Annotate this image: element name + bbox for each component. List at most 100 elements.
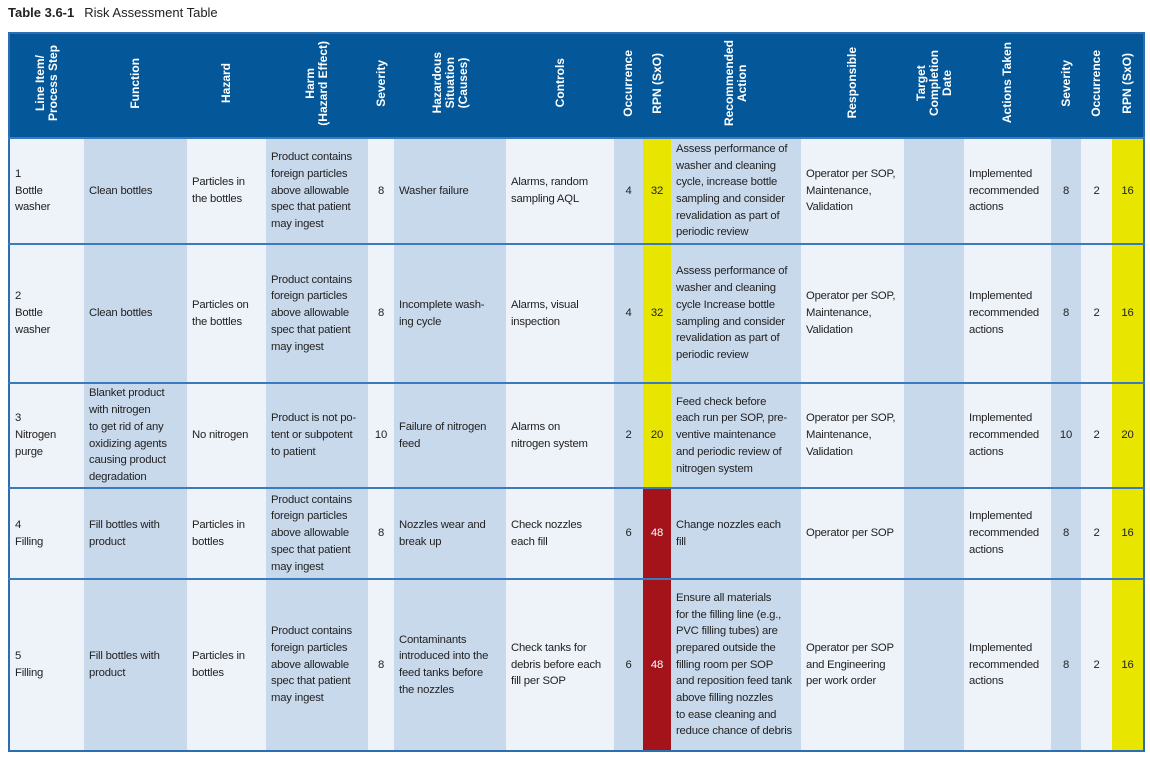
column-header-severity-after: Severity	[1051, 33, 1081, 138]
cell-recommended-action: Ensure all materials for the filling lin…	[671, 578, 801, 751]
cell-target-completion-date	[904, 382, 964, 488]
cell-controls: Alarms, visual inspection	[506, 243, 614, 383]
cell-hazard: No nitrogen	[187, 382, 266, 488]
cell-harm: Product contains foreign particles above…	[266, 487, 368, 579]
column-header-label: Target Completion Date	[913, 50, 954, 116]
cell-target-completion-date	[904, 578, 964, 751]
cell-occurrence: 4	[614, 137, 643, 244]
cell-recommended-action: Feed check before each run per SOP, pre-…	[671, 382, 801, 488]
cell-rpn: 48	[643, 578, 671, 751]
column-header-label: Responsible	[845, 47, 859, 119]
cell-responsible: Operator per SOP, Maintenance, Validatio…	[801, 382, 904, 488]
column-header-responsible: Responsible	[801, 33, 904, 138]
cell-responsible: Operator per SOP and Engineering per wor…	[801, 578, 904, 751]
table-row: 4 Filling Fill bottles with product Partic…	[9, 487, 1144, 579]
column-header-target-completion-date: Target Completion Date	[904, 33, 964, 138]
cell-occurrence: 6	[614, 487, 643, 579]
column-header-severity: Severity	[368, 33, 394, 138]
cell-controls: Check nozzles each fill	[506, 487, 614, 579]
column-header-recommended-action: Recommended Action	[671, 33, 801, 138]
cell-rpn: 32	[643, 243, 671, 383]
cell-severity-after: 8	[1051, 578, 1081, 751]
cell-responsible: Operator per SOP	[801, 487, 904, 579]
cell-severity-after: 8	[1051, 243, 1081, 383]
column-header-actions-taken: Actions Taken	[964, 33, 1051, 138]
cell-actions-taken: Implemented recommended actions	[964, 382, 1051, 488]
cell-actions-taken: Implemented recommended actions	[964, 578, 1051, 751]
cell-occurrence: 6	[614, 578, 643, 751]
table-title: Risk Assessment Table	[84, 5, 218, 20]
column-header-label: Controls	[552, 58, 567, 108]
cell-actions-taken: Implemented recommended actions	[964, 487, 1051, 579]
cell-controls: Check tanks for debris before each fill …	[506, 578, 614, 751]
cell-occurrence-after: 2	[1081, 578, 1112, 751]
column-header-label: Function	[128, 57, 142, 109]
table-row: 3 Nitrogen purge Blanket product with nit…	[9, 382, 1144, 488]
table-row: 5 Filling Fill bottles with product Partic…	[9, 578, 1144, 751]
cell-harm: Product contains foreign particles above…	[266, 243, 368, 383]
cell-rpn: 20	[643, 382, 671, 488]
cell-hazardous-situation: Nozzles wear and break up	[394, 487, 506, 579]
column-header-harm: Harm (Hazard Effect)	[266, 33, 368, 138]
column-header-function: Function	[84, 33, 187, 138]
cell-hazardous-situation: Washer failure	[394, 137, 506, 244]
cell-controls: Alarms, random sampling AQL	[506, 137, 614, 244]
cell-function: Fill bottles with product	[84, 487, 187, 579]
column-header-label: Occurrence	[1089, 49, 1103, 117]
cell-target-completion-date	[904, 243, 964, 383]
column-header-controls: Controls	[506, 33, 614, 138]
cell-line-item: 5 Filling	[9, 578, 84, 751]
cell-harm: Product is not po- tent or subpotent to …	[266, 382, 368, 488]
cell-function: Fill bottles with product	[84, 578, 187, 751]
cell-rpn-after: 20	[1112, 382, 1144, 488]
column-header-label: Recommended Action	[722, 39, 749, 127]
cell-target-completion-date	[904, 487, 964, 579]
column-header-label: Severity	[373, 59, 388, 107]
cell-function: Clean bottles	[84, 243, 187, 383]
risk-assessment-table: Line Item/ Process Step Function Hazard Har…	[8, 32, 1145, 752]
cell-actions-taken: Implemented recommended actions	[964, 243, 1051, 383]
cell-line-item: 3 Nitrogen purge	[9, 382, 84, 488]
cell-hazardous-situation: Contaminants introduced into the feed ta…	[394, 578, 506, 751]
cell-target-completion-date	[904, 137, 964, 244]
table-number: Table 3.6-1	[8, 5, 75, 20]
column-header-label: Occurrence	[621, 49, 635, 117]
column-header-label: Hazardous Situation (Causes)	[429, 52, 470, 114]
cell-severity-after: 10	[1051, 382, 1081, 488]
cell-harm: Product contains foreign particles above…	[266, 578, 368, 751]
cell-line-item: 4 Filling	[9, 487, 84, 579]
cell-hazard: Particles in bottles	[187, 578, 266, 751]
cell-rpn-after: 16	[1112, 578, 1144, 751]
cell-severity: 8	[368, 578, 394, 751]
cell-rpn-after: 16	[1112, 487, 1144, 579]
column-header-rpn: RPN (SxO)	[643, 33, 671, 138]
cell-responsible: Operator per SOP, Maintenance, Validatio…	[801, 243, 904, 383]
cell-function: Clean bottles	[84, 137, 187, 244]
cell-rpn: 32	[643, 137, 671, 244]
cell-severity-after: 8	[1051, 487, 1081, 579]
cell-rpn-after: 16	[1112, 243, 1144, 383]
cell-severity: 8	[368, 137, 394, 244]
cell-occurrence-after: 2	[1081, 487, 1112, 579]
cell-hazardous-situation: Failure of nitrogen feed	[394, 382, 506, 488]
column-header-rpn-after: RPN (SxO)	[1112, 33, 1144, 138]
column-header-label: Actions Taken	[1000, 42, 1014, 124]
column-header-label: Hazard	[219, 62, 233, 103]
header-row: Line Item/ Process Step Function Hazard Har…	[9, 33, 1144, 138]
cell-hazard: Particles in bottles	[187, 487, 266, 579]
cell-function: Blanket product with nitrogen to get rid…	[84, 382, 187, 488]
column-header-hazard: Hazard	[187, 33, 266, 138]
cell-occurrence-after: 2	[1081, 137, 1112, 244]
cell-hazardous-situation: Incomplete wash- ing cycle	[394, 243, 506, 383]
cell-line-item: 1 Bottle washer	[9, 137, 84, 244]
cell-harm: Product contains foreign particles above…	[266, 137, 368, 244]
cell-severity: 10	[368, 382, 394, 488]
column-header-occurrence-after: Occurrence	[1081, 33, 1112, 138]
column-header-label: Harm (Hazard Effect)	[303, 40, 330, 126]
cell-occurrence-after: 2	[1081, 243, 1112, 383]
cell-hazard: Particles on the bottles	[187, 243, 266, 383]
column-header-hazardous-situation: Hazardous Situation (Causes)	[394, 33, 506, 138]
cell-recommended-action: Assess performance of washer and cleanin…	[671, 243, 801, 383]
cell-occurrence-after: 2	[1081, 382, 1112, 488]
cell-rpn-after: 16	[1112, 137, 1144, 244]
